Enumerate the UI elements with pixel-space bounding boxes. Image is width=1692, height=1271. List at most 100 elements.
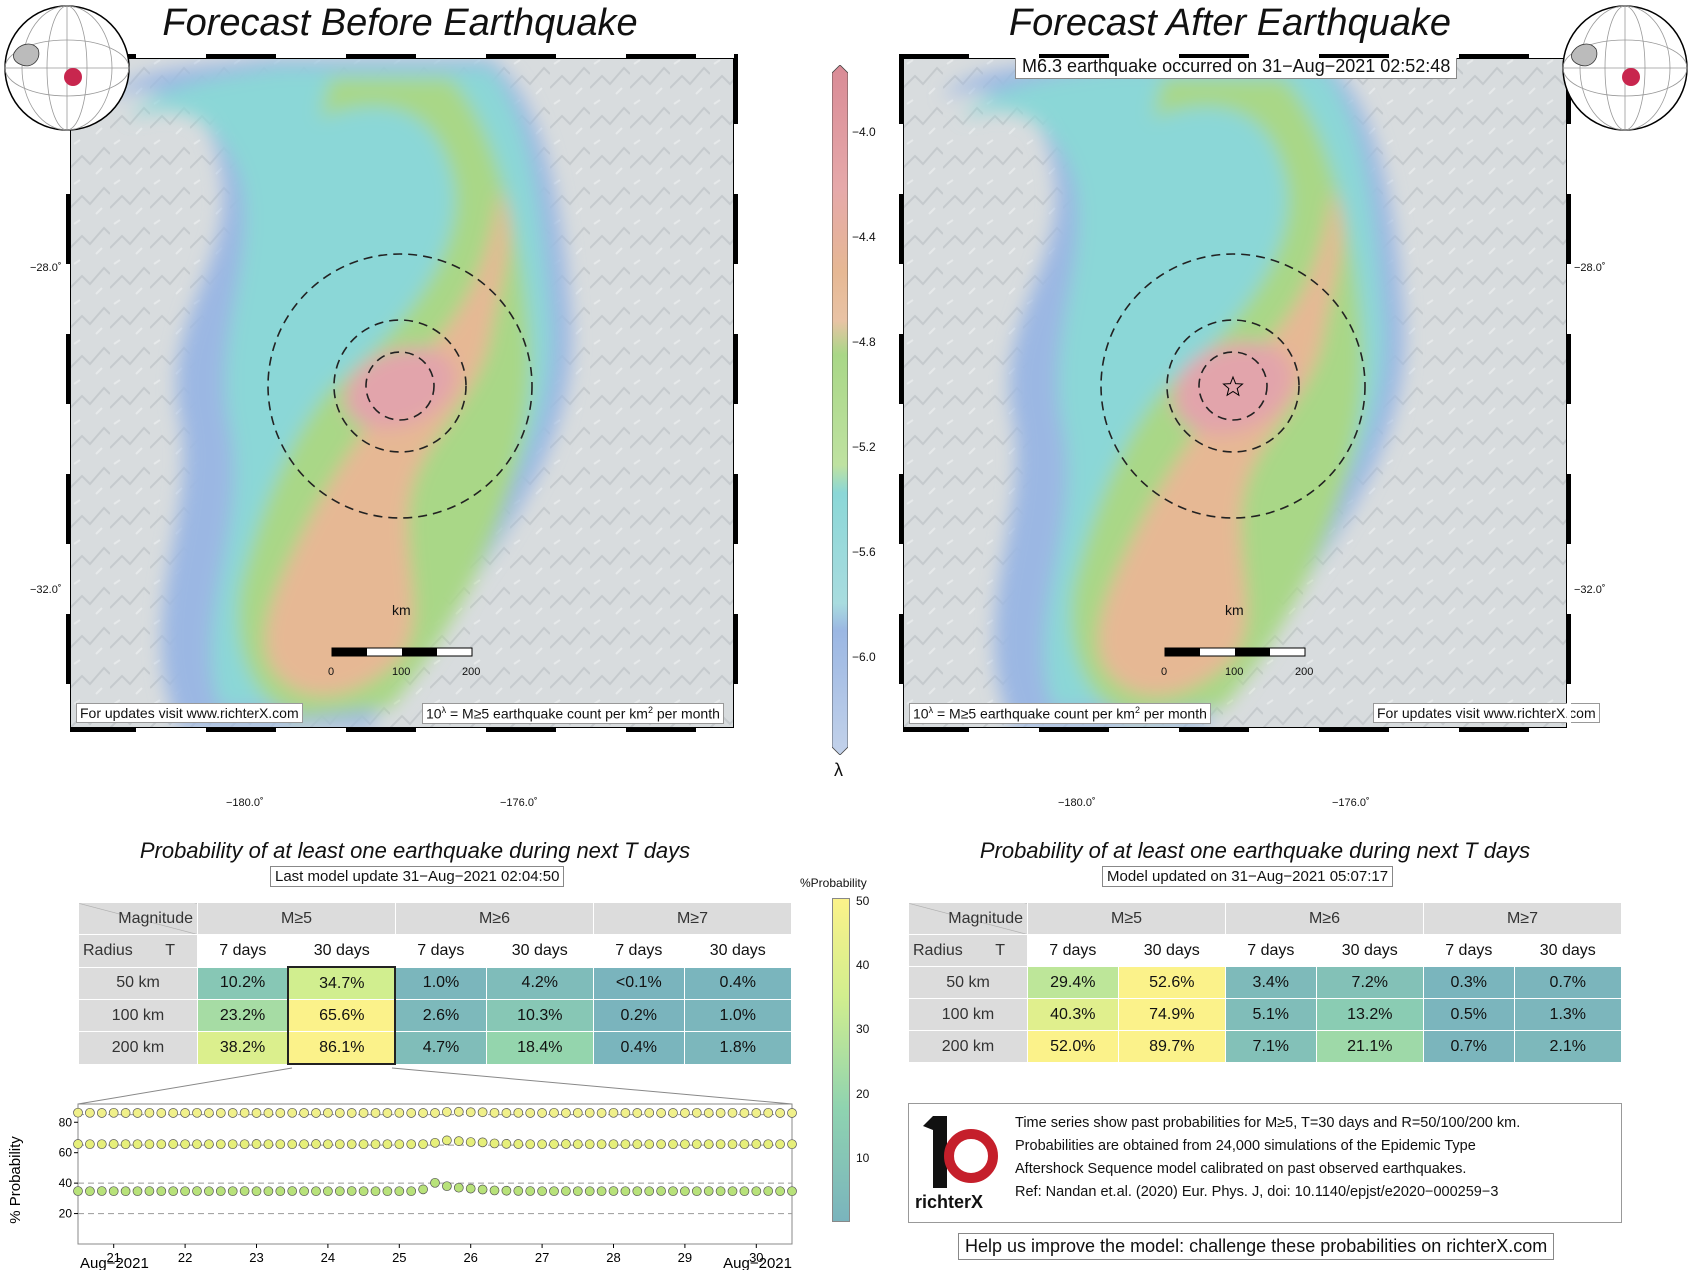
series-point bbox=[108, 1186, 119, 1197]
series-point bbox=[251, 1186, 262, 1197]
probability-cell: 1.0% bbox=[683, 999, 793, 1032]
series-point bbox=[442, 1181, 452, 1192]
series-point bbox=[489, 1138, 500, 1149]
y-tick-label: 40 bbox=[59, 1176, 73, 1190]
lambda-tick-4: −5.2 bbox=[852, 440, 876, 454]
right-forecast-map bbox=[903, 58, 1567, 728]
info-line: Time series show past probabilities for … bbox=[1015, 1115, 1521, 1131]
series-point bbox=[287, 1186, 298, 1196]
probability-cell: 74.9% bbox=[1117, 998, 1226, 1031]
star-icon bbox=[1222, 375, 1244, 397]
series-point bbox=[525, 1186, 536, 1196]
left-lat-label-28: −28.0˚ bbox=[30, 262, 62, 274]
probability-cell: 23.2% bbox=[197, 999, 289, 1032]
series-point bbox=[537, 1108, 547, 1118]
lambda-tick-2: −4.4 bbox=[852, 230, 876, 244]
left-table-title: Probability of at least one earthquake d… bbox=[139, 838, 691, 863]
series-point bbox=[394, 1186, 405, 1197]
series-point bbox=[691, 1186, 702, 1197]
probability-cell: 65.6% bbox=[287, 999, 397, 1032]
period-header: 7 days bbox=[592, 934, 685, 968]
x-tick-label: 27 bbox=[535, 1250, 549, 1265]
series-point bbox=[299, 1139, 309, 1150]
series-point bbox=[132, 1108, 143, 1118]
probability-cell: 2.1% bbox=[1513, 1030, 1623, 1063]
series-point bbox=[668, 1186, 678, 1197]
left-lon-label-176: −176.0˚ bbox=[500, 797, 538, 809]
table-row: 100 km 23.2% 65.6% 2.6% 10.3% 0.2% 1.0% bbox=[78, 999, 793, 1032]
probability-colorbar bbox=[832, 898, 850, 1222]
left-globe-inset bbox=[2, 3, 132, 133]
series-point bbox=[751, 1186, 762, 1197]
series-point bbox=[453, 1136, 464, 1146]
x-tick-label: 23 bbox=[249, 1250, 263, 1265]
lambda-tick-1: −4.0 bbox=[852, 125, 876, 139]
probability-cell: 4.7% bbox=[394, 1031, 487, 1065]
period-header: 7 days bbox=[394, 934, 487, 968]
series-point bbox=[430, 1177, 440, 1188]
period-header: 30 days bbox=[1315, 934, 1424, 967]
series-point bbox=[287, 1139, 298, 1150]
series-point bbox=[311, 1139, 321, 1149]
probability-cell: <0.1% bbox=[592, 966, 685, 1000]
series-point bbox=[85, 1139, 95, 1150]
series-point bbox=[227, 1186, 238, 1197]
series-point bbox=[263, 1108, 274, 1118]
series-point bbox=[156, 1108, 167, 1118]
x-start-label: Aug−2021 bbox=[80, 1255, 149, 1270]
series-point bbox=[477, 1107, 488, 1118]
series-point bbox=[430, 1108, 440, 1118]
probability-cell: 52.6% bbox=[1117, 966, 1226, 999]
left-scale-tick-0: 0 bbox=[328, 666, 335, 678]
footer-note[interactable]: Help us improve the model: challenge the… bbox=[958, 1233, 1555, 1260]
probability-cell: 7.2% bbox=[1315, 966, 1424, 999]
series-point bbox=[370, 1186, 381, 1197]
series-point bbox=[311, 1186, 321, 1197]
prob-tick-50: 50 bbox=[856, 894, 870, 908]
series-point bbox=[418, 1184, 428, 1195]
probability-colorbar-label: %Probability bbox=[800, 876, 867, 890]
series-point bbox=[489, 1185, 500, 1196]
info-box: richterX Time series show past probabili… bbox=[908, 1103, 1622, 1223]
table-row: 200 km 52.0% 89.7% 7.1% 21.1% 0.7% 2.1% bbox=[908, 1030, 1623, 1063]
radius-label: 200 km bbox=[78, 1031, 198, 1065]
time-series-chart: 20 40 60 80 21 22 23 24 25 26 27 28 29 30 % Probabil… bbox=[7, 1067, 797, 1270]
series-point bbox=[751, 1139, 762, 1149]
probability-cell: 52.0% bbox=[1027, 1030, 1119, 1063]
lambda-symbol: λ bbox=[834, 760, 843, 780]
series-point bbox=[620, 1186, 631, 1197]
period-header: 7 days bbox=[1224, 934, 1317, 967]
series-point bbox=[346, 1108, 357, 1118]
series-point bbox=[358, 1186, 369, 1197]
probability-cell: 38.2% bbox=[197, 1031, 289, 1065]
series-point bbox=[132, 1139, 143, 1150]
series-point bbox=[668, 1139, 678, 1150]
series-point bbox=[394, 1139, 405, 1150]
series-point bbox=[584, 1186, 595, 1197]
series-point bbox=[239, 1107, 250, 1118]
series-point bbox=[204, 1139, 214, 1150]
series-point bbox=[644, 1139, 655, 1150]
series-point bbox=[656, 1186, 666, 1196]
period-header: 7 days bbox=[1027, 934, 1119, 967]
mag-header: M≥6 bbox=[1224, 902, 1424, 935]
period-header: 30 days bbox=[287, 934, 396, 968]
right-scale-tick-0: 0 bbox=[1161, 666, 1168, 678]
series-point bbox=[691, 1139, 702, 1150]
probability-cell: 10.3% bbox=[485, 999, 594, 1032]
probability-cell: 1.3% bbox=[1513, 998, 1623, 1031]
series-point bbox=[715, 1108, 726, 1118]
lambda-tick-5: −5.6 bbox=[852, 545, 876, 559]
series-point bbox=[763, 1107, 774, 1118]
series-point bbox=[192, 1107, 202, 1118]
series-point bbox=[406, 1139, 417, 1150]
right-lon-label-176: −176.0˚ bbox=[1332, 797, 1370, 809]
series-point bbox=[644, 1107, 655, 1118]
series-point bbox=[382, 1139, 393, 1150]
series-point bbox=[430, 1137, 440, 1148]
x-tick-label: 26 bbox=[463, 1250, 477, 1265]
series-point bbox=[596, 1186, 607, 1197]
series-point bbox=[239, 1186, 250, 1196]
series-point bbox=[334, 1108, 345, 1118]
mag-header: M≥6 bbox=[394, 902, 594, 935]
